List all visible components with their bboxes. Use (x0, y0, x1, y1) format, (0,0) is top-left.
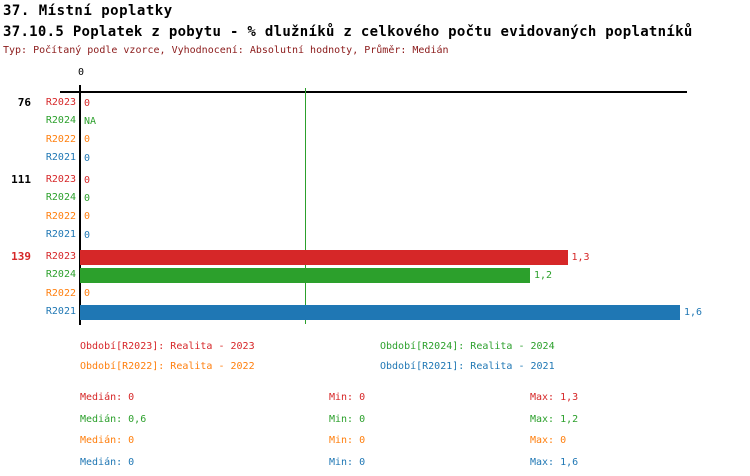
series-label: R2024 (45, 115, 76, 127)
bar-value-label: 0 (84, 152, 91, 164)
bar (80, 304, 680, 320)
bar-row: R2021 0 (46, 226, 680, 244)
stat-min: Min: 0 (329, 414, 366, 425)
bar-value-label: 1,6 (684, 306, 703, 318)
group-id-label: 111 (11, 173, 31, 186)
bar-value-label: 1,2 (534, 270, 553, 282)
stat-median: Medián: 0,6 (80, 414, 147, 425)
series-label: R2021 (45, 306, 76, 318)
legend-item: Období[R2024]: Realita - 2024 (380, 341, 555, 352)
x-axis-line (60, 91, 687, 93)
stat-min: Min: 0 (329, 457, 366, 468)
series-label: R2021 (45, 152, 76, 164)
bar-value-label: 0 (84, 288, 91, 300)
series-label: R2022 (45, 287, 76, 299)
bar-value-label: 0 (84, 174, 91, 186)
stat-min: Min: 0 (329, 392, 366, 403)
stat-max: Max: 1,2 (530, 414, 579, 425)
bar-value-label: 0 (84, 134, 91, 146)
bar-value-label: 0 (84, 229, 91, 241)
bar-group: 139 R2023 1,3 R2024 1,2 R2022 0 R2021 1,… (11, 248, 702, 322)
legend-item: Období[R2023]: Realita - 2023 (80, 341, 255, 352)
stat-max: Max: 1,6 (530, 457, 579, 468)
stat-max: Max: 1,3 (530, 392, 579, 403)
bar-row: R2022 0 (46, 131, 680, 149)
bar-group: 76 R2023 0 R2024 NA R2022 0 R2021 0 (18, 94, 680, 168)
bar-row: R2022 0 (46, 285, 680, 303)
series-label: R2023 (45, 173, 76, 185)
bar (80, 268, 530, 284)
series-label: R2024 (45, 192, 76, 204)
bar-value-label: NA (84, 116, 97, 128)
legend-item: Období[R2022]: Realita - 2022 (80, 361, 255, 372)
bar-row: R2021 0 (46, 149, 680, 167)
chart-subtitle: Typ: Počítaný podle vzorce, Vyhodnocení:… (3, 45, 449, 56)
report-section-title: 37. Místní poplatky (3, 3, 173, 19)
legend-item: Období[R2021]: Realita - 2021 (380, 361, 555, 372)
series-label: R2021 (45, 229, 76, 241)
x-axis-tick-label: 0 (78, 67, 85, 78)
bar-group: 111 R2023 0 R2024 0 R2022 0 R2021 0 (11, 171, 680, 245)
bar-value-label: 0 (84, 97, 91, 109)
series-label: R2023 (45, 96, 76, 108)
stat-median: Medián: 0 (80, 457, 135, 468)
bar-row: R2023 0 (46, 94, 680, 112)
plot-area: 76 R2023 0 R2024 NA R2022 0 R2021 0 111 … (11, 88, 702, 325)
bar (80, 249, 568, 265)
bar-value-label: 0 (84, 211, 91, 223)
bar-value-label: 1,3 (571, 251, 590, 263)
stat-max: Max: 0 (530, 435, 567, 446)
bar-row: R2024 1,2 (46, 266, 680, 284)
group-id-label: 139 (11, 250, 31, 263)
chart-title: 37.10.5 Poplatek z pobytu - % dlužníků z… (3, 24, 693, 40)
group-id-label: 76 (17, 96, 31, 109)
bar-row: R2022 0 (46, 208, 680, 226)
y-axis-line (79, 85, 81, 325)
series-label: R2023 (45, 250, 76, 262)
bar-row: R2021 1,6 (46, 303, 702, 321)
series-label: R2024 (45, 269, 76, 281)
bar-row: R2023 1,3 (46, 248, 680, 266)
bar-value-label: 0 (84, 193, 91, 205)
bar-row: R2023 0 (46, 171, 680, 189)
median-guideline (305, 88, 306, 324)
stat-median: Medián: 0 (80, 392, 135, 403)
stat-min: Min: 0 (329, 435, 366, 446)
stat-median: Medián: 0 (80, 435, 135, 446)
bar-row: R2024 0 (46, 189, 680, 207)
series-label: R2022 (45, 210, 76, 222)
bar-row: R2024 NA (46, 112, 680, 130)
series-label: R2022 (45, 133, 76, 145)
